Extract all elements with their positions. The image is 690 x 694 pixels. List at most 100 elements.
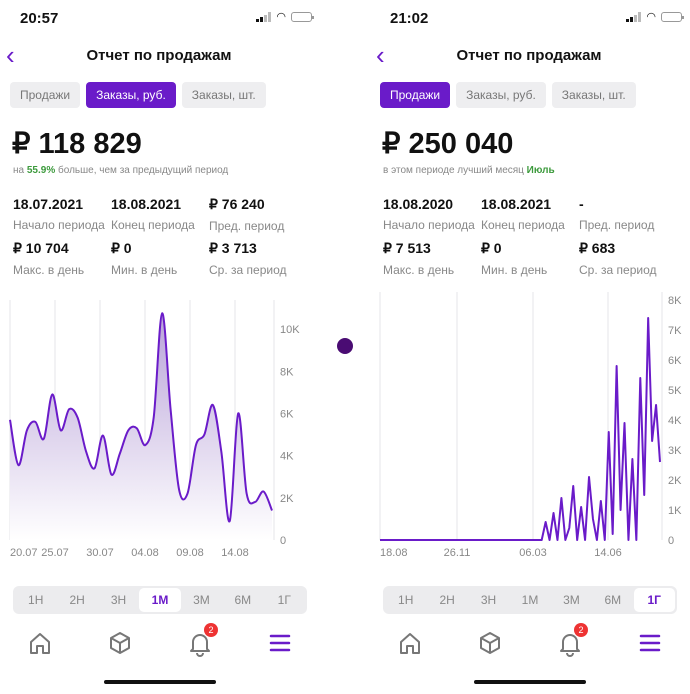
tab-orders-pcs[interactable]: Заказы, шт. [181,82,266,108]
home-icon[interactable] [395,628,425,658]
status-bar: 21:02 ◠ [370,0,688,36]
status-bar: 20:57 ◠ [0,0,318,36]
y-tick-label: 2K [280,493,294,505]
nav-bar: ‹ Отчет по продажам [370,40,688,72]
y-tick-label: 1K [668,505,682,517]
y-tick-label: 0 [280,535,286,547]
wifi-icon: ◠ [646,11,656,23]
stat-prev: ₽ 76 240 Пред. период [209,196,285,233]
y-tick-label: 0 [668,535,674,547]
screen-right: 21:02 ◠ ‹ Отчет по продажам Продажи Зака… [370,0,688,694]
y-tick-label: 2K [668,475,682,487]
menu-icon[interactable] [635,628,665,658]
tab-bar: 2 [0,623,318,664]
y-tick-label: 6K [280,408,294,420]
period-1y[interactable]: 1Г [633,588,675,612]
x-tick-label: 14.08 [221,547,249,559]
page-title: Отчет по продажам [86,47,232,64]
period-3m[interactable]: 3М [563,593,580,607]
comparison-highlight: Июль [526,165,555,176]
status-time: 20:57 [20,10,59,27]
wifi-icon: ◠ [276,11,286,23]
chart-svg: 20.07 25.07 30.07 04.08 09.08 14.08 0 2K 4K 6K 8K 1… [9,300,300,559]
area-fill [10,313,272,540]
tab-orders-rub[interactable]: Заказы, руб. [456,82,546,108]
period-2w[interactable]: 2Н [69,593,85,607]
y-tick-label: 4K [668,415,682,427]
y-tick-label: 6K [668,355,682,367]
y-tick-label: 7K [668,325,682,337]
period-6m[interactable]: 6М [234,593,252,607]
period-1m[interactable]: 1М [139,588,181,612]
stat-max: ₽ 7 513 Макс. в день [383,240,455,277]
period-3w[interactable]: 3Н [480,593,497,607]
period-1y[interactable]: 1Г [277,593,291,607]
stat-end: 18.08.2021 Конец периода [481,196,565,232]
page-title: Отчет по продажам [456,47,602,64]
separator-dot [337,338,353,354]
screen-left: 20:57 ◠ ‹ Отчет по продажам Продажи Зака… [0,0,318,694]
tab-sales[interactable]: Продажи [10,82,81,108]
home-indicator [474,680,586,684]
x-tick-label: 04.08 [131,547,159,559]
period-1w[interactable]: 1Н [28,593,44,607]
stat-start: 18.07.2021 Начало периода [13,196,105,232]
tab-sales[interactable]: Продажи [380,82,451,108]
x-tick-label: 30.07 [86,547,114,559]
x-tick-label: 14.06 [594,547,622,559]
y-tick-label: 3K [668,445,682,457]
stat-avg: ₽ 683 Ср. за период [579,240,657,277]
period-selector: 1Н 2Н 3Н 1М 3М 6М 1Г [13,586,307,614]
sales-chart[interactable]: 18.08 26.11 06.03 14.06 0 1K 2K 3K 4K 5K 6K 7K 8K [370,290,688,562]
home-icon[interactable] [25,628,55,658]
y-tick-label: 4K [280,451,294,463]
stat-avg: ₽ 3 713 Ср. за период [209,240,287,277]
comparison-note: в этом периоде лучший месяц Июль [383,165,555,176]
tab-orders-rub[interactable]: Заказы, руб. [86,82,176,108]
x-tick-label: 18.08 [380,547,408,559]
notification-badge: 2 [204,623,218,637]
period-6m[interactable]: 6М [604,593,622,607]
total-amount: ₽ 250 040 [382,128,514,160]
stat-start: 18.08.2020 Начало периода [383,196,475,232]
chart-svg: 18.08 26.11 06.03 14.06 0 1K 2K 3K 4K 5K 6K 7K 8K [379,292,682,559]
period-1w[interactable]: 1Н [398,593,414,607]
period-3m[interactable]: 3М [193,593,210,607]
report-tabs: Продажи Заказы, руб. Заказы, шт. [10,82,266,108]
stat-end: 18.08.2021 Конец периода [111,196,195,232]
report-tabs: Продажи Заказы, руб. Заказы, шт. [380,82,636,108]
box-icon[interactable] [105,628,135,658]
signal-icon [256,12,272,22]
comparison-note: на 55.9% больше, чем за предыдущий перио… [13,165,229,176]
period-selector: 1Н 2Н 3Н 1М 3М 6М 1Г [383,586,677,614]
x-tick-label: 26.11 [444,547,471,559]
notification-badge: 2 [574,623,588,637]
bell-icon[interactable]: 2 [555,623,588,658]
battery-icon [661,12,684,22]
comparison-highlight: 55.9% [26,165,56,176]
y-tick-label: 10K [280,324,300,336]
x-tick-label: 20.07 [10,547,38,559]
signal-icon [626,12,642,22]
y-tick-label: 8K [280,366,294,378]
bell-icon[interactable]: 2 [185,623,218,658]
orders-chart[interactable]: 20.07 25.07 30.07 04.08 09.08 14.08 0 2K 4K 6K 8K 1… [0,290,318,562]
series-line [380,317,661,541]
back-icon[interactable]: ‹ [376,40,385,70]
nav-bar: ‹ Отчет по продажам [0,40,318,72]
stat-min: ₽ 0 Мин. в день [111,240,178,277]
series-line [9,312,273,523]
back-icon[interactable]: ‹ [6,40,15,70]
tab-orders-pcs[interactable]: Заказы, шт. [551,82,636,108]
period-1m[interactable]: 1М [521,593,539,607]
total-amount: ₽ 118 829 [12,128,142,160]
y-tick-label: 8K [668,295,682,307]
box-icon[interactable] [475,628,505,658]
stat-max: ₽ 10 704 Макс. в день [13,240,85,277]
stat-min: ₽ 0 Мин. в день [481,240,548,277]
home-indicator [104,680,216,684]
period-2w[interactable]: 2Н [439,593,455,607]
period-3w[interactable]: 3Н [110,593,127,607]
menu-icon[interactable] [265,628,295,658]
x-tick-label: 06.03 [519,547,547,559]
